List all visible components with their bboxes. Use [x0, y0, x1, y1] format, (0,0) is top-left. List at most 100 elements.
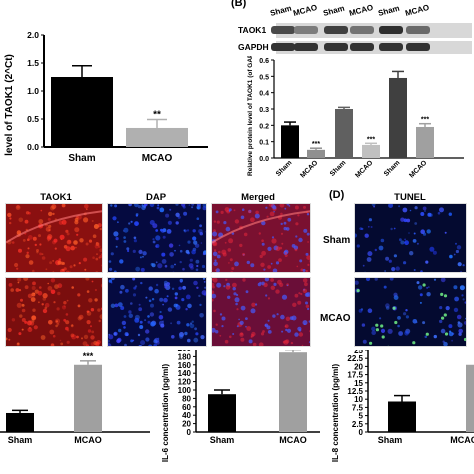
cell-nucleus	[77, 316, 82, 321]
cell-nucleus	[306, 232, 310, 236]
cell-nucleus	[225, 278, 228, 282]
cell-nucleus	[130, 302, 133, 305]
cell-nucleus	[395, 266, 400, 271]
cell-nucleus	[205, 230, 206, 233]
cell-nucleus	[424, 335, 428, 339]
cell-nucleus	[25, 254, 30, 259]
cell-nucleus	[7, 212, 12, 218]
cell-nucleus	[128, 310, 132, 314]
cell-nucleus	[61, 219, 67, 225]
row-label-mcao: MCAO	[320, 313, 351, 324]
cell-nucleus	[65, 320, 70, 325]
cell-nucleus	[192, 229, 196, 233]
cell-nucleus	[110, 252, 114, 256]
cell-nucleus	[195, 259, 200, 264]
cell-nucleus	[439, 319, 443, 324]
cell-nucleus	[271, 236, 275, 239]
cell-nucleus	[128, 204, 132, 207]
cell-nucleus	[453, 307, 459, 313]
cell-nucleus	[44, 306, 48, 310]
cell-nucleus	[181, 204, 186, 207]
cell-nucleus	[358, 309, 363, 313]
cell-nucleus	[27, 235, 33, 240]
cell-nucleus	[199, 313, 204, 318]
cell-nucleus	[213, 220, 217, 223]
cell-nucleus	[139, 256, 142, 259]
x-tick-label: Sham	[8, 435, 33, 445]
cell-nucleus	[97, 308, 101, 312]
y-tick-label: 80	[182, 394, 191, 403]
cell-nucleus	[38, 234, 41, 238]
cell-nucleus	[269, 211, 275, 217]
cell-nucleus	[283, 221, 287, 225]
cell-nucleus	[123, 227, 129, 233]
y-tick-label: 10	[354, 395, 363, 404]
cell-nucleus	[429, 246, 435, 252]
cell-nucleus	[96, 253, 98, 255]
cell-nucleus	[233, 292, 237, 296]
cell-nucleus	[8, 283, 13, 287]
cell-nucleus	[90, 335, 95, 340]
cell-nucleus	[302, 320, 308, 326]
cell-nucleus	[286, 204, 290, 206]
cell-nucleus	[117, 302, 123, 307]
cell-nucleus	[41, 256, 46, 260]
cell-nucleus	[259, 281, 262, 284]
cell-nucleus	[179, 334, 184, 339]
cell-nucleus	[34, 243, 37, 247]
cell-nucleus	[275, 289, 280, 294]
cell-nucleus	[98, 245, 101, 248]
cell-nucleus	[294, 293, 299, 298]
cell-nucleus	[123, 240, 127, 243]
cell-nucleus	[295, 222, 299, 226]
blot-label-gapdh: GAPDH	[238, 42, 269, 52]
cell-nucleus	[290, 346, 292, 347]
y-tick-label: 0.6	[259, 58, 269, 65]
blot-band-taok1	[350, 26, 374, 34]
cell-nucleus	[14, 262, 19, 268]
cell-nucleus	[263, 268, 266, 271]
cell-nucleus	[268, 204, 274, 207]
cell-nucleus	[46, 236, 52, 241]
cell-nucleus	[199, 224, 202, 228]
tunel-positive-cell	[375, 323, 379, 327]
cell-nucleus	[95, 341, 100, 346]
cell-nucleus	[383, 285, 387, 289]
cell-nucleus	[272, 268, 278, 272]
y-tick-label: 0	[359, 428, 364, 437]
cell-nucleus	[91, 330, 95, 334]
cell-nucleus	[449, 254, 453, 259]
cell-nucleus	[251, 302, 256, 307]
cell-nucleus	[154, 288, 159, 294]
cell-nucleus	[9, 221, 12, 225]
cell-nucleus	[462, 298, 465, 301]
tissue-boundary	[6, 210, 102, 244]
cell-nucleus	[393, 254, 397, 258]
cell-nucleus	[453, 253, 456, 256]
cell-nucleus	[22, 239, 26, 242]
cell-nucleus	[182, 267, 185, 271]
cell-nucleus	[65, 313, 69, 316]
cell-nucleus	[90, 342, 95, 346]
x-tick-label: Sham	[68, 153, 95, 164]
cell-nucleus	[426, 287, 428, 289]
cell-nucleus	[310, 206, 311, 210]
cell-nucleus	[38, 301, 40, 304]
cell-nucleus	[391, 267, 396, 272]
cell-nucleus	[91, 220, 94, 222]
cell-nucleus	[158, 320, 164, 326]
cell-nucleus	[234, 261, 239, 267]
cell-nucleus	[466, 333, 467, 336]
cell-nucleus	[393, 292, 398, 297]
cell-nucleus	[133, 236, 137, 240]
cell-nucleus	[393, 227, 396, 230]
cell-nucleus	[20, 298, 23, 302]
bar	[51, 77, 113, 147]
cell-nucleus	[355, 280, 359, 285]
cell-nucleus	[200, 242, 203, 244]
cell-nucleus	[189, 322, 193, 325]
cell-nucleus	[117, 221, 119, 224]
cell-nucleus	[145, 337, 150, 342]
cell-nucleus	[9, 217, 12, 220]
cell-nucleus	[292, 302, 297, 307]
